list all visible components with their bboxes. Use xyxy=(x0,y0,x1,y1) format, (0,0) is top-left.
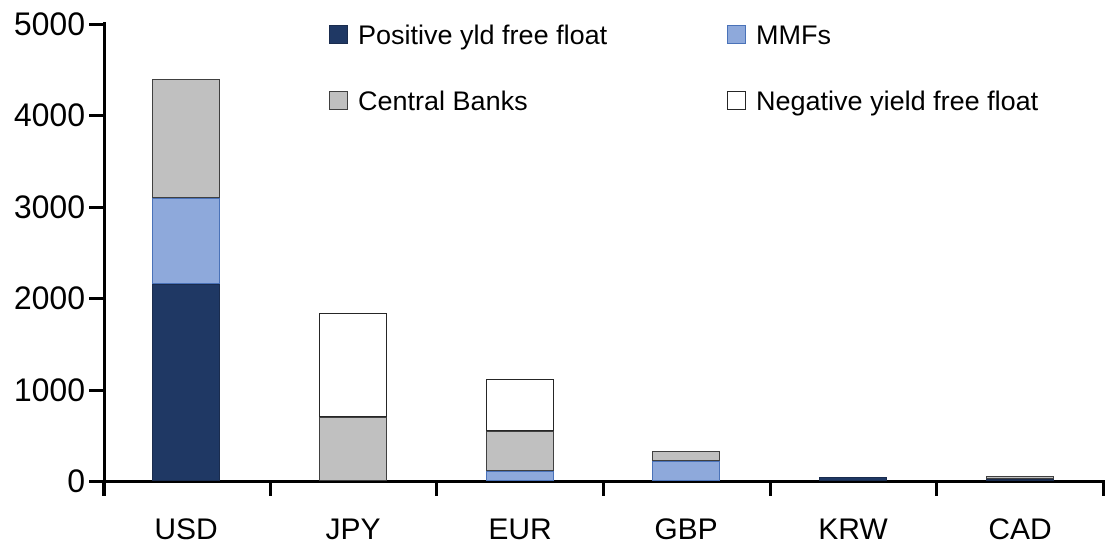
x-axis-tick xyxy=(435,480,438,496)
legend-label-central-banks: Central Banks xyxy=(358,86,528,116)
y-axis-tick-label: 1000 xyxy=(13,372,85,408)
bar-usd-segment-positive-yld-free-float xyxy=(152,284,220,481)
bar-eur-segment-central-banks xyxy=(486,431,554,471)
bar-krw-segment-positive-yld-free-float xyxy=(819,477,887,481)
x-axis-tick xyxy=(102,480,105,496)
x-axis-tick xyxy=(602,480,605,496)
bar-cad-segment-positive-yld-free-float xyxy=(986,479,1054,481)
x-axis-label-usd: USD xyxy=(154,513,218,546)
x-axis-tick xyxy=(935,480,938,496)
x-axis-label-gbp: GBP xyxy=(654,513,718,546)
x-axis-tick xyxy=(269,480,272,496)
legend-swatch-central-banks xyxy=(329,91,348,110)
x-axis-label-cad: CAD xyxy=(988,513,1052,546)
legend-swatch-negative-yield-free-float xyxy=(727,91,746,110)
y-axis-tick-label: 3000 xyxy=(13,189,85,225)
legend-label-negative-yield-free-float: Negative yield free float xyxy=(756,86,1039,116)
y-axis-tick xyxy=(89,297,103,300)
y-axis-tick-label: 0 xyxy=(67,463,85,499)
y-axis-tick-label: 2000 xyxy=(13,280,85,316)
y-axis-tick xyxy=(89,480,103,483)
bar-eur-segment-negative-yield-free-float xyxy=(486,379,554,431)
bar-usd-segment-central-banks xyxy=(152,79,220,198)
x-axis-tick xyxy=(1102,480,1105,496)
y-axis-tick-label: 5000 xyxy=(13,6,85,42)
x-axis-label-jpy: JPY xyxy=(325,513,381,546)
x-axis-tick xyxy=(769,480,772,496)
bar-usd-segment-mmfs xyxy=(152,198,220,284)
bar-cad-segment-central-banks xyxy=(986,476,1054,479)
bar-jpy-segment-negative-yield-free-float xyxy=(319,313,387,417)
bar-eur-segment-mmfs xyxy=(486,471,554,481)
legend-swatch-mmfs xyxy=(727,25,746,44)
y-axis-line xyxy=(103,22,106,496)
x-axis-line xyxy=(89,480,1103,483)
y-axis-tick xyxy=(89,23,103,26)
bar-jpy-segment-central-banks xyxy=(319,417,387,481)
y-axis-tick xyxy=(89,114,103,117)
legend-swatch-positive-yld-free-float xyxy=(329,25,348,44)
legend-label-positive-yld-free-float: Positive yld free float xyxy=(358,20,608,50)
y-axis-tick xyxy=(89,389,103,392)
y-axis-tick xyxy=(89,206,103,209)
x-axis-label-eur: EUR xyxy=(488,513,552,546)
legend-label-mmfs: MMFs xyxy=(756,20,831,50)
y-axis-tick-label: 4000 xyxy=(13,97,85,133)
bar-gbp-segment-central-banks xyxy=(652,451,720,461)
bar-gbp-segment-mmfs xyxy=(652,461,720,481)
x-axis-label-krw: KRW xyxy=(818,513,888,546)
